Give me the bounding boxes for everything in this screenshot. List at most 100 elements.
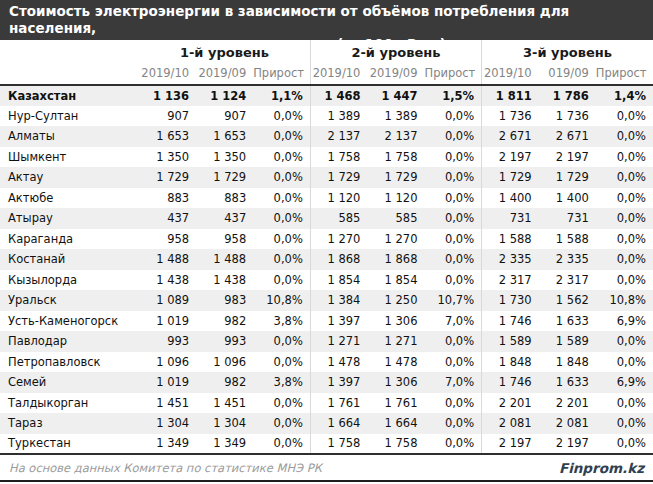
- value-cell: 1 447: [367, 85, 424, 106]
- value-cell: 0,0%: [253, 188, 310, 209]
- value-cell: 1 653: [196, 126, 253, 147]
- group-header-level-1: 1-й уровень: [139, 40, 310, 62]
- region-name: Уральск: [0, 290, 139, 311]
- footer: На основе данных Комитета по статистике …: [0, 455, 653, 482]
- value-cell: 1 451: [196, 393, 253, 414]
- data-source-note: На основе данных Комитета по статистике …: [9, 461, 322, 475]
- value-cell: 731: [482, 208, 539, 229]
- value-cell: 1 270: [367, 229, 424, 250]
- region-name: Караганда: [0, 229, 139, 250]
- value-cell: 1 854: [367, 270, 424, 291]
- value-cell: 907: [196, 106, 253, 127]
- value-cell: 1 389: [310, 106, 367, 127]
- region-name: Усть-Каменогорск: [0, 311, 139, 332]
- value-cell: 437: [139, 208, 196, 229]
- value-cell: 0,0%: [596, 126, 653, 147]
- value-cell: 6,9%: [596, 311, 653, 332]
- value-cell: 0,0%: [425, 167, 482, 188]
- value-cell: 0,0%: [253, 126, 310, 147]
- value-cell: 1 019: [139, 311, 196, 332]
- table-row: Тараз1 3041 3040,0%1 6641 6640,0%2 0812 …: [0, 413, 653, 434]
- value-cell: 1 729: [539, 167, 596, 188]
- value-cell: 1 271: [367, 331, 424, 352]
- table-row: Атырау4374370,0%5855850,0%7317310,0%: [0, 208, 653, 229]
- table-row: Актюбе8838830,0%1 1201 1200,0%1 4001 400…: [0, 188, 653, 209]
- value-cell: 883: [196, 188, 253, 209]
- value-cell: 1 758: [367, 434, 424, 455]
- value-cell: 1 384: [310, 290, 367, 311]
- value-cell: 585: [367, 208, 424, 229]
- value-cell: 883: [139, 188, 196, 209]
- value-cell: 1 664: [310, 413, 367, 434]
- value-cell: 0,0%: [253, 167, 310, 188]
- value-cell: 0,0%: [596, 229, 653, 250]
- value-cell: 2 201: [482, 393, 539, 414]
- region-name: Талдыкорган: [0, 393, 139, 414]
- value-cell: 2 671: [539, 126, 596, 147]
- value-cell: 1 854: [310, 270, 367, 291]
- table-row: Усть-Каменогорск1 0199823,8%1 3971 3067,…: [0, 311, 653, 332]
- table-row: Караганда9589580,0%1 2701 2700,0%1 5881 …: [0, 229, 653, 250]
- value-cell: 2 081: [482, 413, 539, 434]
- value-cell: 0,0%: [425, 249, 482, 270]
- value-cell: 1 096: [196, 352, 253, 373]
- value-cell: 1 746: [482, 311, 539, 332]
- value-cell: 1 758: [310, 434, 367, 455]
- value-cell: 982: [196, 372, 253, 393]
- value-cell: 0,0%: [253, 208, 310, 229]
- value-cell: 1,4%: [596, 85, 653, 106]
- value-cell: 1 468: [310, 85, 367, 106]
- value-cell: 1 729: [196, 167, 253, 188]
- value-cell: 1 664: [367, 413, 424, 434]
- region-name: Атырау: [0, 208, 139, 229]
- subheader-g2-period-current: 2019/10: [310, 62, 367, 85]
- value-cell: 1 729: [310, 167, 367, 188]
- value-cell: 0,0%: [425, 413, 482, 434]
- value-cell: 1 589: [539, 331, 596, 352]
- region-name: Алматы: [0, 126, 139, 147]
- table-row: Петропавловск1 0961 0960,0%1 4781 4780,0…: [0, 352, 653, 373]
- table-row: Кызылорда1 4381 4380,0%1 8541 8540,0%2 3…: [0, 270, 653, 291]
- value-cell: 983: [196, 290, 253, 311]
- subheader-g1-growth: Прирост: [253, 62, 310, 85]
- value-cell: 1 270: [310, 229, 367, 250]
- group-header-row: 1-й уровень 2-й уровень 3-й уровень: [0, 40, 653, 62]
- value-cell: 585: [310, 208, 367, 229]
- value-cell: 1 304: [196, 413, 253, 434]
- value-cell: 1 729: [367, 167, 424, 188]
- group-header-level-2: 2-й уровень: [310, 40, 481, 62]
- value-cell: 993: [196, 331, 253, 352]
- value-cell: 0,0%: [253, 393, 310, 414]
- value-cell: 1 488: [139, 249, 196, 270]
- region-column-header: [0, 40, 139, 62]
- value-cell: 1 588: [539, 229, 596, 250]
- value-cell: 0,0%: [596, 147, 653, 168]
- value-cell: 0,0%: [425, 270, 482, 291]
- value-cell: 0,0%: [253, 352, 310, 373]
- region-name: Семей: [0, 372, 139, 393]
- value-cell: 0,0%: [425, 188, 482, 209]
- value-cell: 1 271: [310, 331, 367, 352]
- value-cell: 0,0%: [596, 208, 653, 229]
- value-cell: 1 124: [196, 85, 253, 106]
- value-cell: 1 868: [310, 249, 367, 270]
- value-cell: 1 653: [139, 126, 196, 147]
- value-cell: 0,0%: [253, 331, 310, 352]
- value-cell: 1 488: [196, 249, 253, 270]
- value-cell: 0,0%: [596, 167, 653, 188]
- subheader-g2-growth: Прирост: [425, 62, 482, 85]
- table-row: Казахстан1 1361 1241,1%1 4681 4471,5%1 8…: [0, 85, 653, 106]
- region-name: Шымкент: [0, 147, 139, 168]
- group-header-level-3: 3-й уровень: [482, 40, 653, 62]
- subheader-g3-period-previous: 019/09: [539, 62, 596, 85]
- table-body: Казахстан1 1361 1241,1%1 4681 4471,5%1 8…: [0, 85, 653, 454]
- value-cell: 907: [139, 106, 196, 127]
- value-cell: 0,0%: [253, 413, 310, 434]
- value-cell: 2 197: [482, 434, 539, 455]
- value-cell: 1 562: [539, 290, 596, 311]
- region-name: Кызылорда: [0, 270, 139, 291]
- value-cell: 1 729: [139, 167, 196, 188]
- value-cell: 1 136: [139, 85, 196, 106]
- value-cell: 0,0%: [596, 188, 653, 209]
- table-row: Талдыкорган1 4511 4510,0%1 7611 7610,0%2…: [0, 393, 653, 414]
